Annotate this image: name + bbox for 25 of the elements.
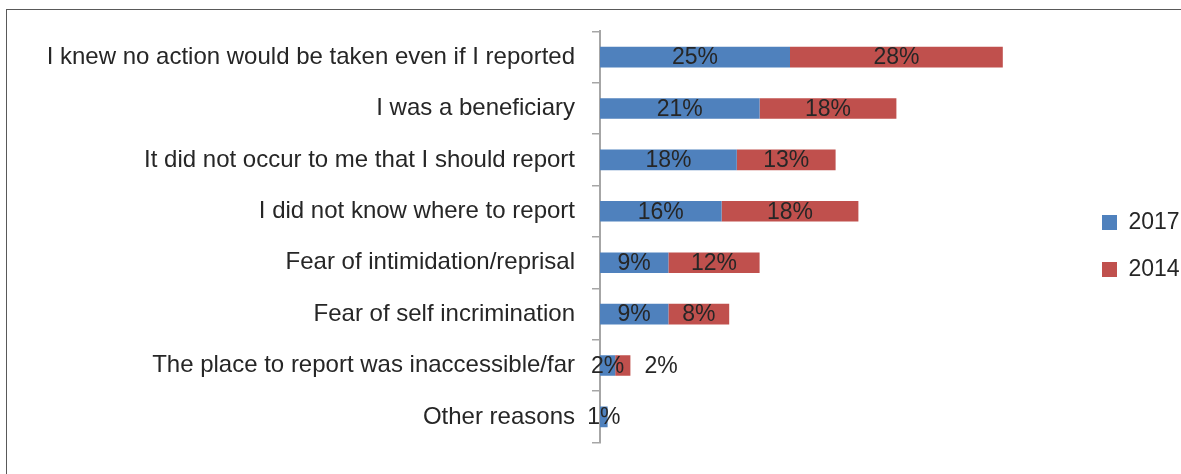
y-tick-label: I did not know where to report — [258, 195, 576, 223]
y-tick-label: Fear of intimidation/reprisal — [285, 247, 575, 275]
data-label: 8% — [682, 300, 716, 327]
y-tick-label: Fear of self incrimination — [313, 298, 575, 326]
data-label: 2% — [590, 351, 625, 378]
legend-label: 2017 — [1128, 207, 1180, 234]
data-label: 12% — [690, 249, 738, 276]
data-label: 9% — [617, 300, 651, 327]
data-label: 13% — [763, 146, 810, 173]
bar — [600, 98, 760, 119]
legend-label: 2014 — [1128, 254, 1180, 281]
y-tick-label: Other reasons — [422, 401, 575, 429]
y-tick-label: I knew no action would be taken even if I reported — [46, 41, 575, 69]
data-label: 28% — [873, 43, 920, 70]
data-label: 21% — [656, 94, 703, 121]
data-label: 16% — [637, 197, 684, 224]
y-tick-label: The place to report was inaccessible/far — [152, 350, 575, 378]
data-label: 18% — [645, 146, 692, 173]
data-label: 2% — [644, 351, 678, 378]
data-label: 18% — [804, 94, 852, 121]
y-tick-label: I was a beneficiary — [376, 93, 575, 121]
y-tick-label: It did not occur to me that I should report — [144, 144, 576, 172]
data-label: 25% — [671, 43, 719, 70]
data-label: 9% — [617, 249, 651, 276]
data-label: 18% — [766, 197, 814, 224]
